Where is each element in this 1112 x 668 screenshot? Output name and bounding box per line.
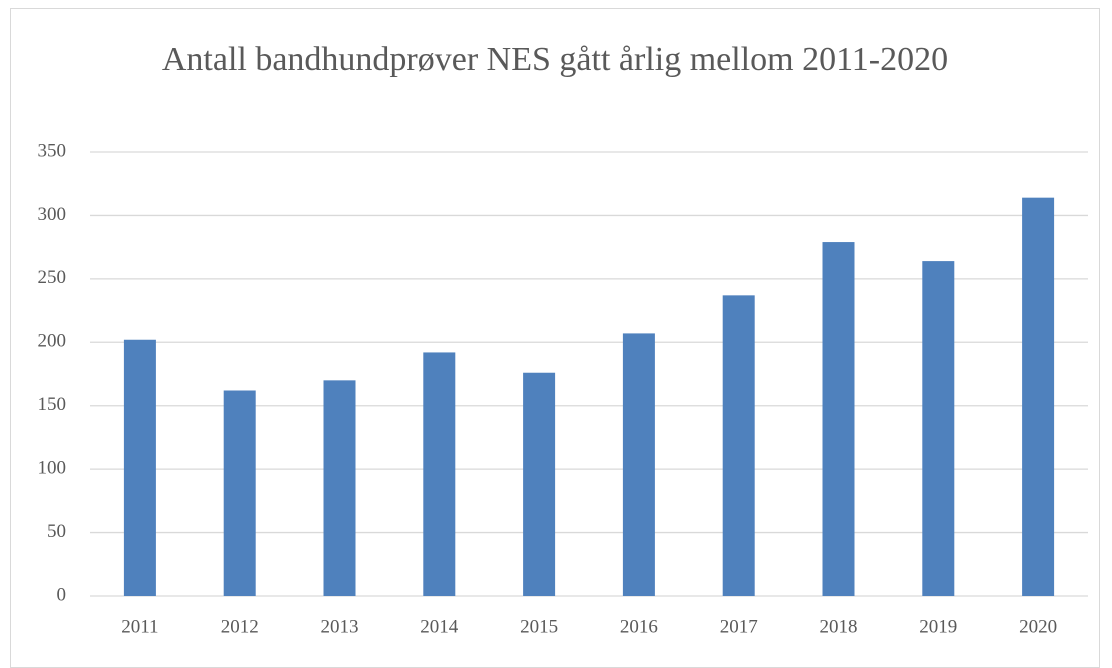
- x-tick-label: 2015: [520, 616, 558, 637]
- bar: [922, 261, 955, 596]
- bar: [622, 333, 655, 596]
- bar: [223, 390, 256, 596]
- x-tick-label: 2018: [820, 616, 858, 637]
- x-tick-label: 2016: [620, 616, 658, 637]
- x-tick-label: 2012: [221, 616, 259, 637]
- bar: [822, 242, 855, 596]
- bar: [423, 352, 456, 596]
- y-tick-label: 150: [38, 394, 67, 415]
- chart: 0 50 100 150 200 250 300 350 2011 2012 2013 2014 201…: [38, 140, 1088, 637]
- y-tick-label: 50: [47, 521, 66, 542]
- x-tick-label: 2019: [919, 616, 957, 637]
- y-tick-label: 250: [38, 267, 67, 288]
- x-tick-label: 2017: [720, 616, 758, 637]
- bar: [722, 295, 755, 596]
- y-tick-label: 100: [38, 458, 67, 479]
- bar: [323, 380, 356, 596]
- chart-title: Antall bandhundprøver NES gått årlig mel…: [161, 41, 949, 78]
- y-tick-label: 300: [38, 204, 67, 225]
- x-tick-label: 2013: [321, 616, 359, 637]
- x-tick-label: 2020: [1019, 616, 1057, 637]
- bar: [1022, 197, 1055, 596]
- y-tick-label: 0: [57, 584, 67, 605]
- bar: [523, 372, 556, 596]
- x-tick-label: 2014: [420, 616, 459, 637]
- y-tick-label: 350: [38, 140, 67, 161]
- page: Antall bandhundprøver NES gått årlig mel…: [10, 8, 1100, 668]
- y-tick-label: 200: [38, 331, 67, 352]
- bar: [123, 339, 156, 596]
- x-tick-label: 2011: [121, 616, 158, 637]
